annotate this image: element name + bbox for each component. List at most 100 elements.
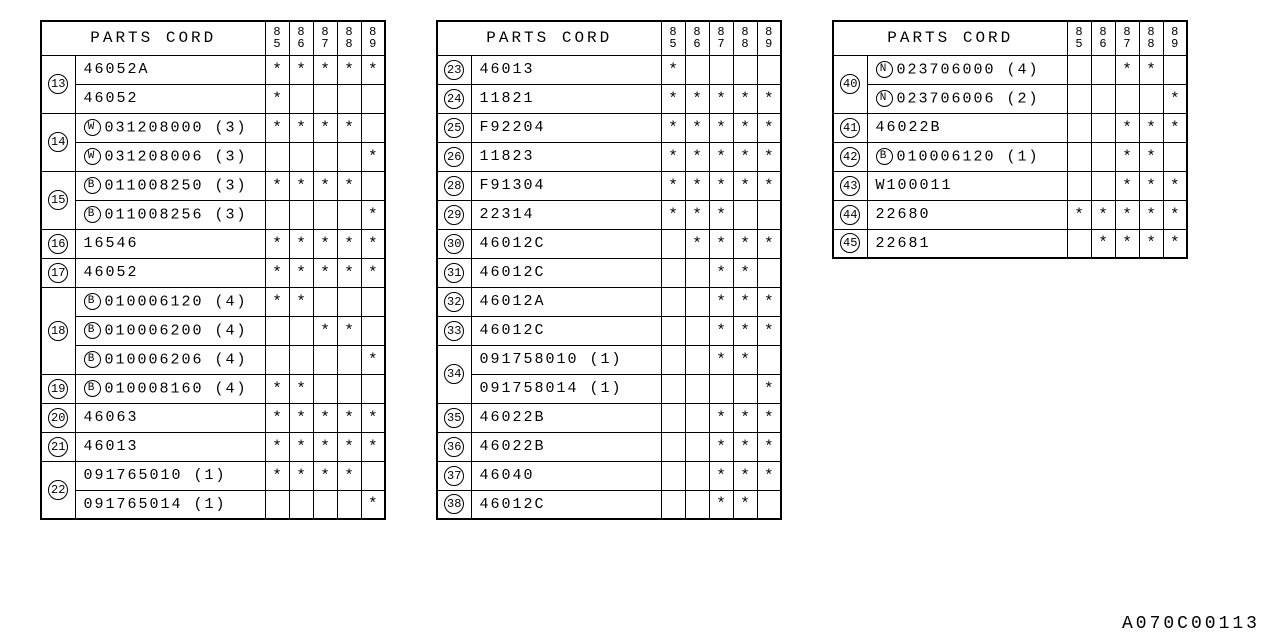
table-row: B010006206 (4)* [41, 345, 385, 374]
part-code-text: 46063 [84, 409, 139, 426]
mark-cell: * [733, 432, 757, 461]
mark-cell: * [265, 287, 289, 316]
part-code: 46013 [75, 432, 265, 461]
mark-cell: * [313, 171, 337, 200]
table-row: W031208006 (3)* [41, 142, 385, 171]
mark-cell: * [1091, 229, 1115, 258]
mark-cell: * [709, 171, 733, 200]
mark-cell: * [757, 374, 781, 403]
part-code: 46012C [471, 258, 661, 287]
header-parts-cord: PARTS CORD [437, 21, 661, 55]
part-code: W031208006 (3) [75, 142, 265, 171]
mark-cell: * [685, 200, 709, 229]
index-circle: 42 [840, 147, 860, 167]
mark-cell: * [289, 258, 313, 287]
mark-cell: * [733, 229, 757, 258]
part-code-text: 46012C [480, 235, 546, 252]
part-code: 46052A [75, 55, 265, 84]
mark-cell: * [1163, 229, 1187, 258]
mark-cell [661, 432, 685, 461]
table-row: 4146022B*** [833, 113, 1187, 142]
table-row: 2411821***** [437, 84, 781, 113]
prefix-circle: B [84, 206, 101, 223]
row-index: 43 [833, 171, 867, 200]
prefix-circle: B [84, 177, 101, 194]
part-code: 22314 [471, 200, 661, 229]
header-year: 89 [1163, 21, 1187, 55]
part-code-text: 22314 [480, 206, 535, 223]
mark-cell: * [733, 316, 757, 345]
header-year: 87 [709, 21, 733, 55]
row-index: 24 [437, 84, 471, 113]
part-code-text: 091765010 (1) [84, 467, 227, 484]
mark-cell [733, 374, 757, 403]
mark-cell: * [337, 461, 361, 490]
mark-cell [685, 316, 709, 345]
row-index: 19 [41, 374, 75, 403]
mark-cell: * [265, 55, 289, 84]
mark-cell [361, 287, 385, 316]
part-code-text: W100011 [876, 177, 953, 194]
mark-cell [265, 142, 289, 171]
mark-cell [661, 403, 685, 432]
part-code: 46063 [75, 403, 265, 432]
mark-cell: * [361, 55, 385, 84]
mark-cell: * [757, 142, 781, 171]
part-code-text: 46013 [480, 61, 535, 78]
table-row: 3046012C**** [437, 229, 781, 258]
prefix-circle: W [84, 148, 101, 165]
part-code: W100011 [867, 171, 1067, 200]
mark-cell [265, 200, 289, 229]
part-code: 46022B [867, 113, 1067, 142]
part-code: 46012C [471, 490, 661, 519]
table-row: 43W100011*** [833, 171, 1187, 200]
table-row: 1616546***** [41, 229, 385, 258]
mark-cell [313, 84, 337, 113]
mark-cell [709, 374, 733, 403]
part-code: B011008256 (3) [75, 200, 265, 229]
index-circle: 17 [48, 263, 68, 283]
mark-cell: * [1067, 200, 1091, 229]
mark-cell: * [313, 258, 337, 287]
mark-cell: * [1139, 142, 1163, 171]
mark-cell [361, 84, 385, 113]
mark-cell [661, 316, 685, 345]
mark-cell [685, 490, 709, 519]
mark-cell [313, 287, 337, 316]
row-index: 40 [833, 55, 867, 113]
mark-cell [361, 171, 385, 200]
mark-cell: * [313, 316, 337, 345]
header-parts-cord: PARTS CORD [41, 21, 265, 55]
table-row: 3546022B*** [437, 403, 781, 432]
part-code: B010006120 (4) [75, 287, 265, 316]
part-code: 091765010 (1) [75, 461, 265, 490]
part-code-text: 11821 [480, 90, 535, 107]
index-circle: 21 [48, 437, 68, 457]
row-index: 28 [437, 171, 471, 200]
row-index: 29 [437, 200, 471, 229]
index-circle: 32 [444, 292, 464, 312]
mark-cell [1091, 113, 1115, 142]
mark-cell [1139, 84, 1163, 113]
part-code-text: 010006120 (4) [105, 293, 248, 310]
part-code-text: 031208000 (3) [105, 119, 248, 136]
mark-cell: * [733, 84, 757, 113]
mark-cell: * [709, 142, 733, 171]
table-row: 091765014 (1)* [41, 490, 385, 519]
mark-cell: * [709, 287, 733, 316]
mark-cell: * [265, 374, 289, 403]
part-code: 16546 [75, 229, 265, 258]
mark-cell: * [265, 84, 289, 113]
mark-cell: * [733, 287, 757, 316]
table-row: 1346052A***** [41, 55, 385, 84]
table-row: 18B010006120 (4)** [41, 287, 385, 316]
table-row: 40N023706000 (4)** [833, 55, 1187, 84]
prefix-circle: W [84, 119, 101, 136]
part-code-text: 11823 [480, 148, 535, 165]
part-code-text: 46022B [876, 119, 942, 136]
mark-cell: * [733, 142, 757, 171]
document-id: A070C00113 [1122, 614, 1260, 634]
mark-cell [733, 200, 757, 229]
mark-cell [1163, 142, 1187, 171]
mark-cell [685, 374, 709, 403]
